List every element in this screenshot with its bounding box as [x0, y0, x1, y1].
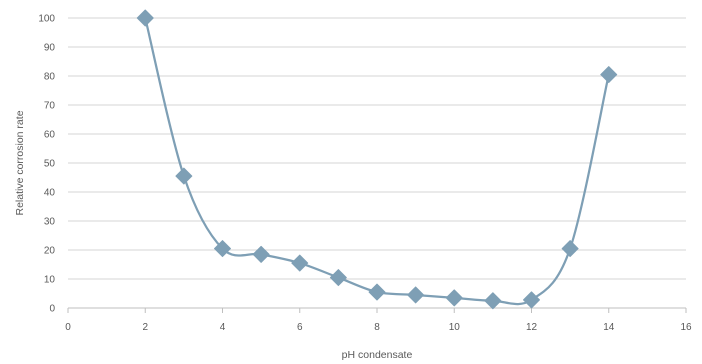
data-point-marker	[175, 167, 193, 185]
y-tick-label: 100	[38, 14, 55, 25]
x-tick-label: 6	[297, 322, 303, 333]
y-axis-title: Relative corrosion rate	[14, 110, 26, 215]
data-point-marker	[214, 240, 231, 258]
y-tick-label: 80	[44, 72, 56, 83]
y-tick-label: 40	[44, 188, 56, 199]
data-point-marker	[600, 66, 618, 84]
data-point-marker	[561, 240, 579, 258]
data-point-marker	[523, 291, 540, 309]
y-tick-label: 30	[44, 217, 56, 228]
data-point-marker	[136, 9, 154, 27]
x-tick-label: 0	[65, 322, 71, 333]
x-tick-label: 10	[449, 322, 461, 333]
data-point-marker	[368, 283, 386, 301]
data-markers	[136, 9, 618, 310]
y-tick-label: 70	[44, 101, 56, 112]
data-point-marker	[252, 245, 270, 263]
gridlines	[68, 17, 686, 280]
series-line-layer	[144, 16, 610, 306]
y-tick-label: 0	[49, 304, 55, 315]
axes	[67, 307, 687, 313]
tick-labels: 0 10 20 30 40 50 60 70 80 90 100 0 2 4 6 8 10 12 14 16	[38, 14, 692, 334]
x-tick-label: 16	[680, 322, 692, 333]
x-axis-title: pH condensate	[342, 349, 413, 361]
series-line	[144, 16, 610, 306]
y-tick-label: 90	[44, 43, 56, 54]
x-tick-label: 2	[142, 322, 148, 333]
x-tick-label: 4	[220, 322, 226, 333]
x-tick-label: 8	[374, 322, 380, 333]
y-tick-label: 20	[44, 246, 56, 257]
data-point-marker	[329, 269, 347, 287]
data-point-marker	[484, 292, 502, 310]
y-tick-label: 60	[44, 130, 56, 141]
data-point-marker	[291, 254, 309, 272]
x-tick-label: 12	[526, 322, 538, 333]
data-point-marker	[445, 289, 463, 307]
y-tick-label: 10	[44, 275, 56, 286]
x-tick-label: 14	[603, 322, 615, 333]
data-point-marker	[407, 286, 425, 304]
y-tick-label: 50	[44, 159, 56, 170]
